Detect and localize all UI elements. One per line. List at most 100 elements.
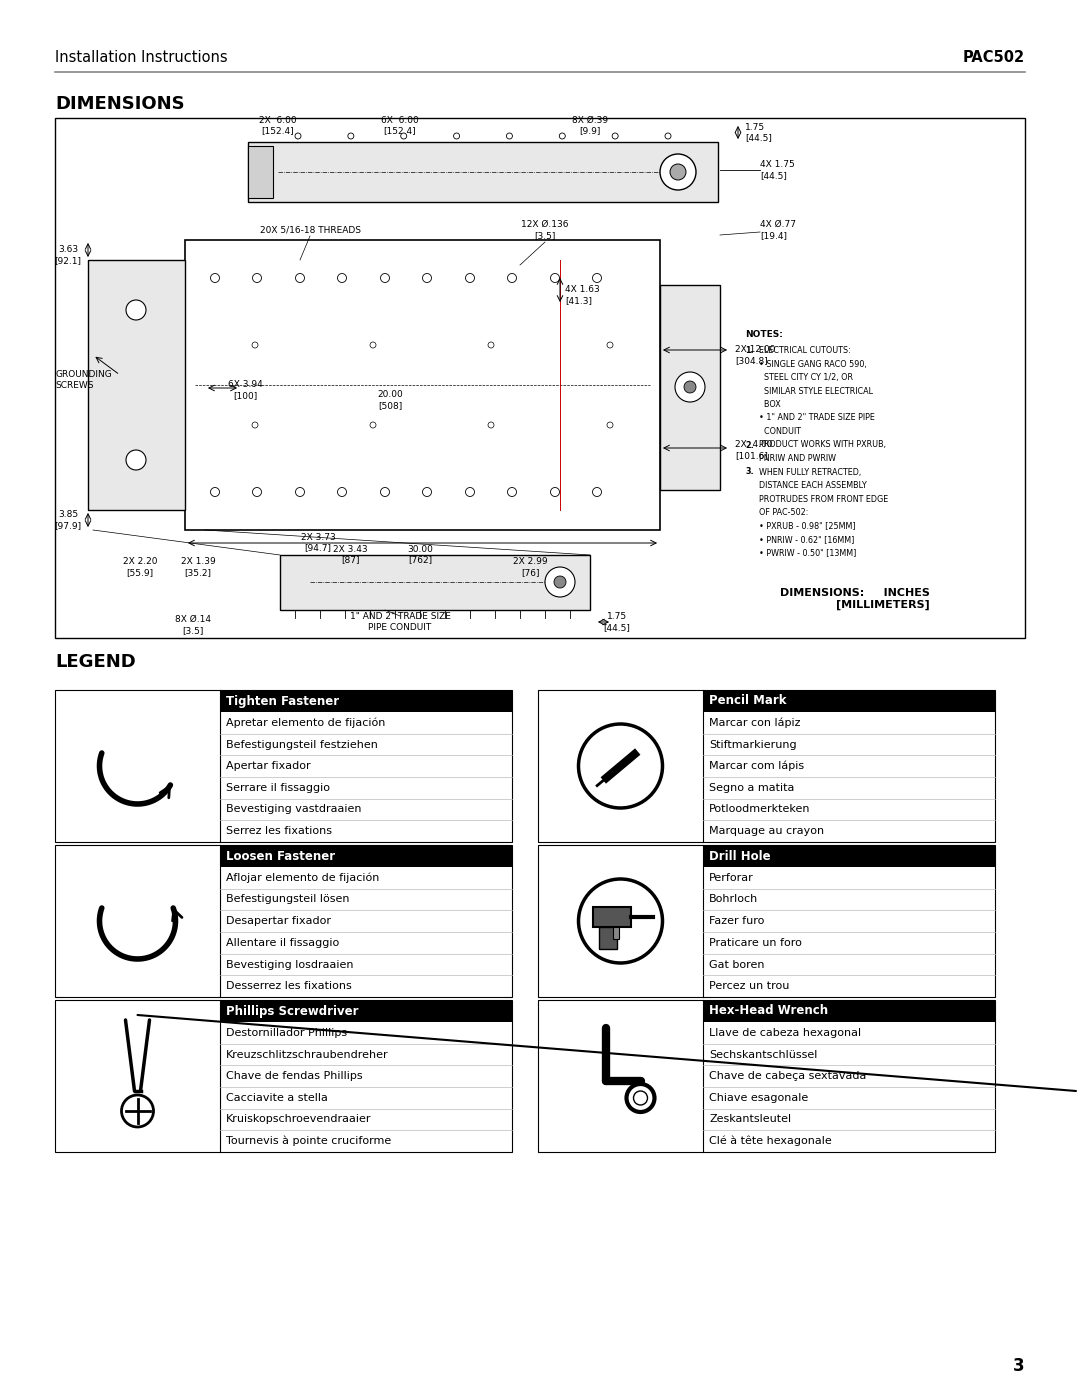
Text: • PXRUB - 0.98" [25MM]: • PXRUB - 0.98" [25MM]: [759, 521, 855, 531]
Text: STEEL CITY CY 1/2, OR: STEEL CITY CY 1/2, OR: [759, 373, 853, 381]
Text: 20.00
[508]: 20.00 [508]: [377, 390, 403, 409]
Circle shape: [465, 488, 474, 496]
Text: LEGEND: LEGEND: [55, 652, 136, 671]
Text: Desapertar fixador: Desapertar fixador: [226, 916, 330, 926]
Text: 2X  4.00
[101.6]: 2X 4.00 [101.6]: [735, 440, 772, 460]
Bar: [612, 928, 619, 939]
Text: Chave de cabeça sextavada: Chave de cabeça sextavada: [708, 1071, 866, 1081]
Text: 1.75
[44.5]: 1.75 [44.5]: [604, 612, 631, 631]
Text: Bevestiging losdraaien: Bevestiging losdraaien: [226, 960, 353, 970]
Circle shape: [660, 154, 696, 190]
Circle shape: [551, 488, 559, 496]
Text: Befestigungsteil lösen: Befestigungsteil lösen: [226, 894, 350, 904]
Text: BOX: BOX: [759, 400, 781, 409]
Circle shape: [370, 342, 376, 348]
Circle shape: [593, 488, 602, 496]
Text: 8X Ø.39
[9.9]: 8X Ø.39 [9.9]: [572, 116, 608, 136]
Text: Tighten Fastener: Tighten Fastener: [226, 694, 339, 707]
Text: Kruiskopschroevendraaier: Kruiskopschroevendraaier: [226, 1115, 372, 1125]
Circle shape: [675, 372, 705, 402]
Circle shape: [253, 488, 261, 496]
Bar: [220, 1000, 512, 1023]
Text: Pencil Mark: Pencil Mark: [708, 694, 786, 707]
Circle shape: [579, 724, 662, 807]
Circle shape: [422, 274, 432, 282]
Bar: [55, 690, 512, 842]
Text: Cacciavite a stella: Cacciavite a stella: [226, 1092, 328, 1102]
Circle shape: [545, 567, 575, 597]
Text: Destornillador Phillips: Destornillador Phillips: [226, 1028, 347, 1038]
Text: • PNRIW - 0.62" [16MM]: • PNRIW - 0.62" [16MM]: [759, 535, 854, 543]
Text: Percez un trou: Percez un trou: [708, 981, 789, 990]
Text: Serrare il fissaggio: Serrare il fissaggio: [226, 782, 330, 793]
Text: Stiftmarkierung: Stiftmarkierung: [708, 739, 797, 750]
Text: Fazer furo: Fazer furo: [708, 916, 765, 926]
Circle shape: [488, 422, 494, 427]
Text: 1.: 1.: [745, 346, 754, 355]
Text: GROUNDING
SCREWS: GROUNDING SCREWS: [55, 370, 111, 390]
Text: 4X Ø.77
[19.4]: 4X Ø.77 [19.4]: [760, 221, 796, 240]
Bar: [703, 845, 995, 868]
Circle shape: [607, 342, 613, 348]
Circle shape: [370, 422, 376, 427]
Circle shape: [551, 274, 559, 282]
Bar: [248, 142, 718, 203]
Circle shape: [559, 133, 565, 138]
Text: Hex-Head Wrench: Hex-Head Wrench: [708, 1004, 828, 1017]
Text: DIMENSIONS: DIMENSIONS: [55, 95, 185, 113]
Text: Befestigungsteil festziehen: Befestigungsteil festziehen: [226, 739, 378, 750]
Bar: [703, 690, 995, 712]
Text: Kreuzschlitzschraubendreher: Kreuzschlitzschraubendreher: [226, 1049, 389, 1059]
Bar: [280, 555, 590, 610]
Text: Sechskantschlüssel: Sechskantschlüssel: [708, 1049, 818, 1059]
Bar: [538, 845, 995, 997]
Text: DIMENSIONS:     INCHES
[MILLIMETERS]: DIMENSIONS: INCHES [MILLIMETERS]: [780, 588, 930, 610]
Circle shape: [670, 163, 686, 180]
Text: Installation Instructions: Installation Instructions: [55, 50, 228, 66]
Circle shape: [626, 1084, 654, 1112]
Text: DISTANCE EACH ASSEMBLY: DISTANCE EACH ASSEMBLY: [759, 481, 867, 490]
Text: Gat boren: Gat boren: [708, 960, 765, 970]
Bar: [55, 1000, 512, 1153]
Text: 2X 3.43
[87]: 2X 3.43 [87]: [333, 545, 367, 564]
Bar: [538, 1000, 995, 1153]
Text: Serrez les fixations: Serrez les fixations: [226, 826, 332, 837]
Text: • 1" AND 2" TRADE SIZE PIPE: • 1" AND 2" TRADE SIZE PIPE: [759, 414, 875, 422]
Circle shape: [126, 300, 146, 320]
Bar: [660, 285, 720, 490]
Text: Desserrez les fixations: Desserrez les fixations: [226, 981, 352, 990]
Bar: [598, 928, 617, 949]
Circle shape: [296, 488, 305, 496]
Circle shape: [612, 133, 618, 138]
Text: Marquage au crayon: Marquage au crayon: [708, 826, 824, 837]
Circle shape: [337, 488, 347, 496]
Circle shape: [211, 488, 219, 496]
Text: Potloodmerkteken: Potloodmerkteken: [708, 805, 810, 814]
Text: Chave de fendas Phillips: Chave de fendas Phillips: [226, 1071, 363, 1081]
Circle shape: [634, 1091, 648, 1105]
Text: Bohrloch: Bohrloch: [708, 894, 758, 904]
Text: 2X 12.00
[304.8]: 2X 12.00 [304.8]: [735, 345, 775, 365]
Bar: [248, 147, 273, 198]
Circle shape: [554, 576, 566, 588]
Bar: [220, 845, 512, 868]
Circle shape: [593, 274, 602, 282]
Text: PROTRUDES FROM FRONT EDGE: PROTRUDES FROM FRONT EDGE: [759, 495, 888, 503]
Text: 2.: 2.: [745, 440, 754, 450]
Text: Tournevis à pointe cruciforme: Tournevis à pointe cruciforme: [226, 1136, 391, 1147]
Circle shape: [508, 488, 516, 496]
Circle shape: [684, 381, 696, 393]
Text: Apretar elemento de fijación: Apretar elemento de fijación: [226, 718, 386, 728]
Text: Aflojar elemento de fijación: Aflojar elemento de fijación: [226, 873, 379, 883]
Text: Phillips Screwdriver: Phillips Screwdriver: [226, 1004, 359, 1017]
Circle shape: [607, 422, 613, 427]
Circle shape: [126, 450, 146, 469]
Text: PRODUCT WORKS WITH PXRUB,: PRODUCT WORKS WITH PXRUB,: [759, 440, 886, 450]
Circle shape: [380, 488, 390, 496]
Text: 6X 3.94
[100]: 6X 3.94 [100]: [228, 380, 262, 400]
Text: Apertar fixador: Apertar fixador: [226, 761, 311, 771]
Circle shape: [296, 274, 305, 282]
Text: 30.00
[762]: 30.00 [762]: [407, 545, 433, 564]
Text: 2X 2.20
[55.9]: 2X 2.20 [55.9]: [123, 557, 158, 577]
Text: OF PAC-502:: OF PAC-502:: [759, 509, 808, 517]
